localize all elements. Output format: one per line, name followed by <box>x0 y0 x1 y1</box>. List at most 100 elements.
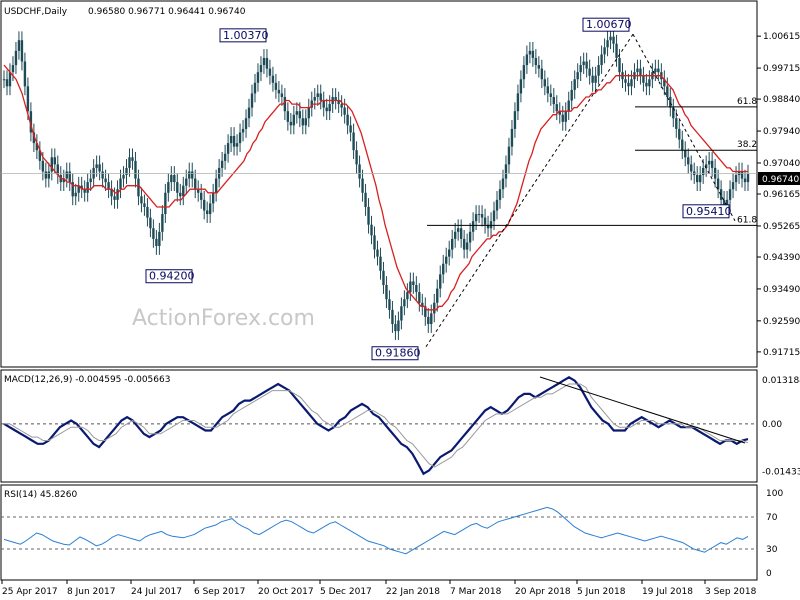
candle-body <box>295 111 299 115</box>
candle-body <box>400 306 403 321</box>
candle-body <box>241 128 245 133</box>
candle-body <box>35 143 39 151</box>
price-tick-label: 0.97940 <box>763 127 800 137</box>
candle-body <box>477 214 481 216</box>
candle-body <box>746 173 750 183</box>
candle-body <box>648 79 651 87</box>
candle-body <box>107 182 110 190</box>
candle-body <box>636 68 639 73</box>
candle-body <box>582 61 585 66</box>
candle-body <box>495 199 499 211</box>
candle-body <box>23 61 27 87</box>
candle-body <box>591 75 594 83</box>
x-tick-label: 20 Oct 2017 <box>258 587 314 597</box>
candle-body <box>675 118 678 129</box>
candle-body <box>71 182 74 197</box>
price-annotations: 1.00370 0.94200 0.91860 1.00670 0.95410 <box>145 17 732 361</box>
candle-body <box>191 171 194 179</box>
candle-body <box>355 150 358 165</box>
candle-body <box>570 89 573 101</box>
macd-trend-line <box>539 376 746 444</box>
macd-y-axis: 0.013184 0.00 -0.014339 <box>762 376 800 477</box>
candle-body <box>600 54 603 66</box>
candle-body <box>546 86 550 94</box>
candle-body <box>603 47 606 55</box>
candle-body <box>453 231 457 239</box>
candle-body <box>65 171 68 179</box>
candle-body <box>630 79 633 87</box>
candle-body <box>259 65 263 73</box>
candle-body <box>32 132 36 144</box>
candle-body <box>561 114 564 122</box>
candle-body <box>179 192 182 197</box>
candle-body <box>394 324 397 332</box>
candle-body <box>352 132 355 151</box>
candle-body <box>5 79 9 87</box>
candle-body <box>552 96 555 105</box>
candle-body <box>116 189 119 200</box>
price-tick-label: 0.94390 <box>763 253 800 263</box>
candle-body <box>534 57 538 66</box>
candle-body <box>516 93 520 112</box>
candle-body <box>220 160 224 168</box>
candle-body <box>445 256 448 264</box>
candle-body <box>519 79 523 94</box>
last-price-value: 0.96740 <box>762 175 799 185</box>
candle-body <box>690 164 693 172</box>
date-axis: 25 Apr 2017 8 Jun 2017 24 Jul 2017 6 Sep 20… <box>1 580 757 597</box>
price-tick-label: 0.92590 <box>763 317 800 327</box>
candle-body <box>450 238 454 250</box>
candle-body <box>208 203 212 215</box>
rsi-line <box>3 506 749 555</box>
candle-body <box>134 160 137 179</box>
candle-body <box>164 192 167 215</box>
candle-body <box>385 285 388 300</box>
x-tick-label: 24 Jul 2017 <box>131 587 182 597</box>
candle-body <box>588 68 591 76</box>
candle-body <box>334 96 337 101</box>
candle-body <box>176 182 179 193</box>
candle-body <box>468 231 472 243</box>
price-tick-label: 0.91715 <box>763 348 800 358</box>
candle-body <box>403 299 406 307</box>
candle-body <box>74 192 77 197</box>
candle-body <box>98 164 101 172</box>
price-title: USDCHF,Daily <box>4 7 68 17</box>
candle-body <box>211 192 215 204</box>
trend-line-down <box>632 33 736 222</box>
macd-signal-line <box>4 383 749 468</box>
candle-body <box>615 43 618 58</box>
candle-body <box>483 217 487 225</box>
candle-body <box>131 157 134 161</box>
candle-body <box>430 313 433 325</box>
candle-body <box>663 79 666 87</box>
candle-body <box>501 178 505 190</box>
candle-body <box>734 175 738 183</box>
candle-body <box>725 199 729 207</box>
candle-body <box>433 302 436 314</box>
candle-body <box>205 210 209 215</box>
candle-body <box>313 96 316 101</box>
candle-body <box>669 96 672 108</box>
candle-body <box>376 249 379 257</box>
candle-body <box>20 40 24 62</box>
candle-body <box>11 65 15 73</box>
candle-body <box>56 164 59 176</box>
rsi-tick-label: 70 <box>766 513 778 523</box>
candle-body <box>110 189 113 197</box>
candle-body <box>609 36 612 41</box>
candle-body <box>50 157 54 172</box>
macd-tick-label: 0.013184 <box>762 376 800 386</box>
candle-body <box>232 136 236 147</box>
x-tick-label: 6 Sep 2017 <box>194 587 245 597</box>
annotation-box <box>145 269 193 284</box>
candle-body <box>250 93 254 108</box>
candle-body <box>564 111 567 122</box>
candle-body <box>155 238 158 246</box>
candle-body <box>8 72 12 87</box>
price-y-axis: 1.00615 0.99715 0.98840 0.97940 0.97040 0.961… <box>1 32 800 358</box>
candle-body <box>340 104 343 108</box>
candle-body <box>573 79 576 90</box>
candle-body <box>158 231 161 246</box>
